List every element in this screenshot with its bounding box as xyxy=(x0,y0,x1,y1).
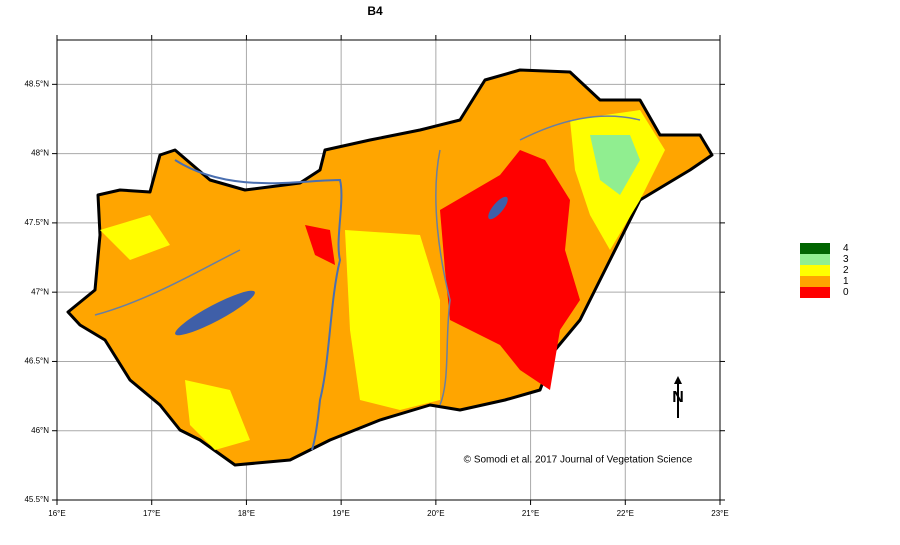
yellow-zone xyxy=(185,380,250,450)
legend-swatch xyxy=(800,243,830,254)
legend-label: 4 xyxy=(843,243,849,254)
y-tick-label: 47.5°N xyxy=(24,218,49,227)
green-zone xyxy=(590,135,640,195)
legend-label: 2 xyxy=(843,265,849,276)
legend-swatch xyxy=(800,276,830,287)
north-arrow: N xyxy=(672,376,684,418)
map-title: B4 xyxy=(367,4,383,18)
yellow-zone xyxy=(100,215,170,260)
legend-swatch xyxy=(800,287,830,298)
lake xyxy=(488,196,508,220)
axes: 16°E 17°E 18°E 19°E 20°E 21°E 22°E 23°E 45.5°N 46… xyxy=(24,35,729,518)
north-label: N xyxy=(672,389,684,406)
x-tick-label: 21°E xyxy=(522,509,539,518)
y-tick-label: 46.5°N xyxy=(24,357,49,366)
y-tick-label: 46°N xyxy=(31,426,49,435)
north-arrow-head xyxy=(674,376,682,384)
x-tick-label: 17°E xyxy=(143,509,160,518)
y-tick-label: 48.5°N xyxy=(24,79,49,88)
red-zone xyxy=(440,150,580,390)
river xyxy=(174,159,343,451)
map-region xyxy=(66,68,714,467)
x-tick-label: 18°E xyxy=(238,509,255,518)
legend-label: 0 xyxy=(843,287,849,298)
x-tick-label: 23°E xyxy=(711,509,728,518)
legend-label: 3 xyxy=(843,254,849,265)
y-tick-label: 48°N xyxy=(31,149,49,158)
credit: © Somodi et al. 2017 Journal of Vegetati… xyxy=(464,455,693,466)
map-frame xyxy=(56,39,721,501)
x-tick-label: 19°E xyxy=(332,509,349,518)
x-tick-label: 16°E xyxy=(48,509,65,518)
y-tick-label: 45.5°N xyxy=(24,495,49,504)
legend-swatch xyxy=(800,265,830,276)
river xyxy=(94,115,641,406)
x-tick-label: 20°E xyxy=(427,509,444,518)
x-tick-label: 22°E xyxy=(617,509,634,518)
lake xyxy=(175,290,255,336)
yellow-zone xyxy=(345,230,440,410)
red-zone xyxy=(305,225,335,265)
y-tick-label: 47°N xyxy=(31,287,49,296)
legend-swatch xyxy=(800,254,830,265)
legend-label: 1 xyxy=(843,276,849,287)
